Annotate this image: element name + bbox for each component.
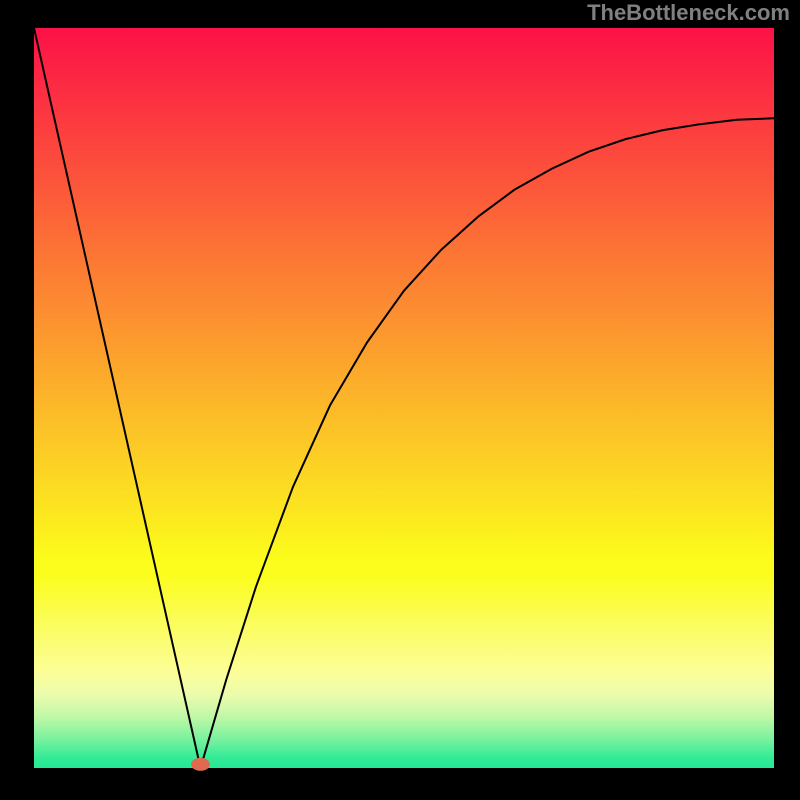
attribution-text: TheBottleneck.com	[587, 0, 790, 26]
chart-svg	[0, 0, 800, 800]
bottleneck-chart: TheBottleneck.com	[0, 0, 800, 800]
